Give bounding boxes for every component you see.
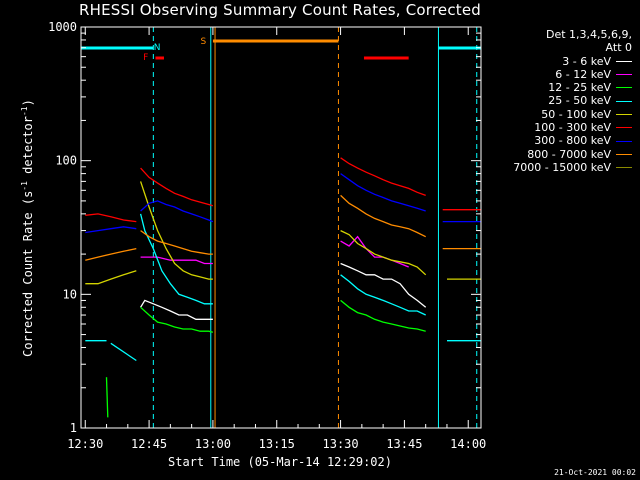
x-tick-label-5: 13:45: [386, 437, 422, 451]
legend-item: 12 - 25 keV: [513, 81, 632, 94]
annotation-F: F: [143, 53, 148, 63]
series-line-0-1: [340, 262, 427, 308]
series-line-2-0: [105, 377, 109, 418]
legend-det-line1: Det 1,3,4,5,6,9,: [545, 28, 632, 41]
y-tick-label-2: 100: [55, 154, 77, 168]
x-axis-label: Start Time (05-Mar-14 12:29:02): [168, 455, 392, 469]
x-tick-label-1: 12:45: [131, 437, 167, 451]
series-line-4-2: [340, 230, 427, 276]
series-line-1-1: [340, 235, 409, 268]
legend-swatch: [616, 74, 632, 76]
series-line-3-1: [110, 342, 137, 362]
y-tick-label-1: 10: [63, 287, 77, 301]
legend-label: 3 - 6 keV: [562, 54, 611, 68]
series-line-4-1: [139, 181, 213, 280]
legend-swatch: [616, 60, 632, 62]
legend-item: 800 - 7000 keV: [513, 148, 632, 161]
legend: Det 1,3,4,5,6,9, Att 0 3 - 6 keV 6 - 12 k…: [513, 28, 632, 174]
legend-item: 3 - 6 keV: [513, 55, 632, 68]
legend-swatch: [616, 127, 632, 129]
legend-item: 50 - 100 keV: [513, 108, 632, 121]
series-line-5-2: [340, 157, 426, 197]
series-line-0-0: [140, 299, 213, 320]
legend-swatch: [616, 100, 632, 102]
series-line-5-0: [85, 213, 137, 223]
legend-swatch: [616, 153, 632, 155]
x-tick-label-3: 13:15: [259, 437, 295, 451]
annotation-S: S: [201, 37, 207, 47]
series-line-3-2: [139, 213, 213, 305]
series-line-2-2: [340, 299, 426, 332]
y-tick-label-0: 1: [70, 421, 77, 435]
series-line-7-0: [85, 247, 137, 261]
series-line-6-2: [340, 173, 426, 212]
legend-swatch: [616, 140, 632, 142]
footer-date: 21-Oct-2021 00:02: [554, 468, 636, 477]
legend-item: 6 - 12 keV: [513, 68, 632, 81]
series-line-2-1: [140, 306, 214, 333]
legend-label: 100 - 300 keV: [534, 121, 611, 135]
x-tick-label-2: 13:00: [195, 437, 231, 451]
series-line-3-3: [340, 274, 426, 316]
series-line-7-2: [340, 194, 426, 238]
legend-item: 100 - 300 keV: [513, 121, 632, 134]
legend-item: 7000 - 15000 keV: [513, 161, 632, 174]
legend-item: 300 - 800 keV: [513, 134, 632, 147]
x-tick-label-6: 14:00: [450, 437, 486, 451]
series-line-5-1: [140, 167, 214, 207]
series-line-6-1: [140, 200, 214, 223]
series-line-4-0: [85, 270, 137, 285]
y-axis-label: Corrected Count Rate (s-1 detector-1): [20, 99, 35, 357]
legend-swatch: [616, 87, 632, 89]
legend-label: 12 - 25 keV: [548, 81, 611, 95]
legend-swatch: [616, 113, 632, 115]
legend-swatch: [616, 167, 632, 169]
y-tick-label-3: 1000: [48, 20, 77, 34]
x-tick-label-4: 13:30: [323, 437, 359, 451]
series-line-1-0: [140, 256, 213, 265]
plot-frame: [80, 26, 482, 429]
legend-label: 300 - 800 keV: [534, 134, 611, 148]
series-line-6-0: [85, 226, 137, 234]
chart-title: RHESSI Observing Summary Count Rates, Co…: [78, 1, 481, 19]
legend-label: 50 - 100 keV: [541, 107, 611, 121]
annotation-N: N: [154, 43, 161, 53]
legend-item: 25 - 50 keV: [513, 94, 632, 107]
legend-label: 7000 - 15000 keV: [513, 160, 611, 174]
legend-label: 6 - 12 keV: [555, 67, 611, 81]
series-line-7-1: [140, 230, 213, 255]
legend-label: 25 - 50 keV: [548, 94, 611, 108]
legend-det-line2: Att 0: [605, 41, 632, 55]
legend-label: 800 - 7000 keV: [527, 147, 611, 161]
x-tick-label-0: 12:30: [67, 437, 103, 451]
